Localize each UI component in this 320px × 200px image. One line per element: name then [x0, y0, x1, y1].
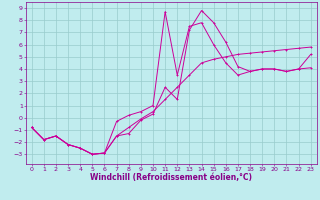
X-axis label: Windchill (Refroidissement éolien,°C): Windchill (Refroidissement éolien,°C) [90, 173, 252, 182]
